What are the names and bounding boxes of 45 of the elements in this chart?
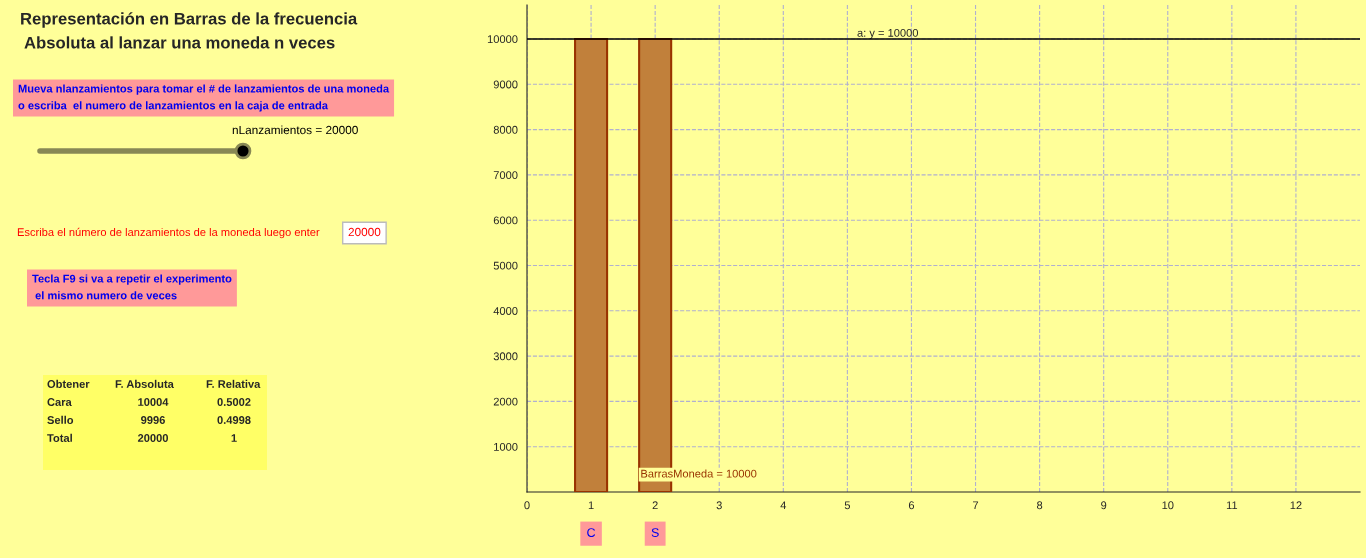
x-tick-label: 10 <box>1162 501 1174 510</box>
text: 20000 <box>137 434 168 442</box>
y-tick-label: 4000 <box>493 307 518 315</box>
text: 9996 <box>141 416 165 424</box>
text: Total <box>47 433 72 442</box>
annotation: S <box>651 528 659 538</box>
y-tick-label: 1000 <box>494 442 518 451</box>
x-tick-label: 7 <box>973 501 979 510</box>
text: Tecla F9 si va a repetir el experimento el mismo numero de veces <box>32 274 232 300</box>
annotation: BarrasMoneda = 10000 <box>641 469 757 478</box>
text: Obtener <box>47 379 90 388</box>
annotation: C <box>587 528 596 538</box>
x-tick-label: 3 <box>716 501 722 510</box>
x-tick-label: 4 <box>780 501 787 510</box>
y-tick-label: 10000 <box>487 35 518 44</box>
text: 20000 <box>348 227 381 237</box>
text: Sello <box>47 415 74 424</box>
x-tick-label: 11 <box>1226 501 1238 510</box>
text: 10004 <box>138 398 169 406</box>
x-tick-label: 5 <box>844 501 851 510</box>
text: F. Relativa <box>206 379 261 388</box>
y-tick-label: 7000 <box>493 171 518 180</box>
x-tick-label: 1 <box>588 501 594 510</box>
text: Mueva nlanzamientos para tomar el # de lanzamientos de una moneda o escriba el numero de lanzamientos en la caja de entrada <box>18 84 390 112</box>
text: Representación en Barras de la frecuencia Absoluta al lanzar una moneda n veces <box>21 12 358 49</box>
ref-line-label: a: y = 10000 <box>857 28 919 39</box>
x-tick-label: 12 <box>1290 501 1302 510</box>
x-tick-label: 0 <box>524 501 530 510</box>
text: nLanzamientos = 20000 <box>232 125 358 135</box>
y-tick-label: 2000 <box>493 397 518 406</box>
y-tick-label: 5000 <box>493 261 518 270</box>
x-tick-label: 8 <box>1037 501 1043 510</box>
text: F. Absoluta <box>115 379 174 388</box>
text: 0.4998 <box>217 416 251 424</box>
x-tick-label: 9 <box>1101 501 1107 510</box>
y-tick-label: 8000 <box>493 125 518 134</box>
y-tick-label: 9000 <box>493 80 518 89</box>
text: Cara <box>47 398 72 406</box>
x-tick-label: 6 <box>908 501 915 510</box>
text: 1 <box>231 434 237 442</box>
text: 0.5002 <box>217 398 251 406</box>
y-tick-label: 3000 <box>493 352 518 361</box>
y-tick-label: 6000 <box>493 216 518 225</box>
text: Escriba el número de lanzamientos de la moneda luego enter <box>17 227 320 239</box>
x-tick-label: 2 <box>652 501 658 510</box>
